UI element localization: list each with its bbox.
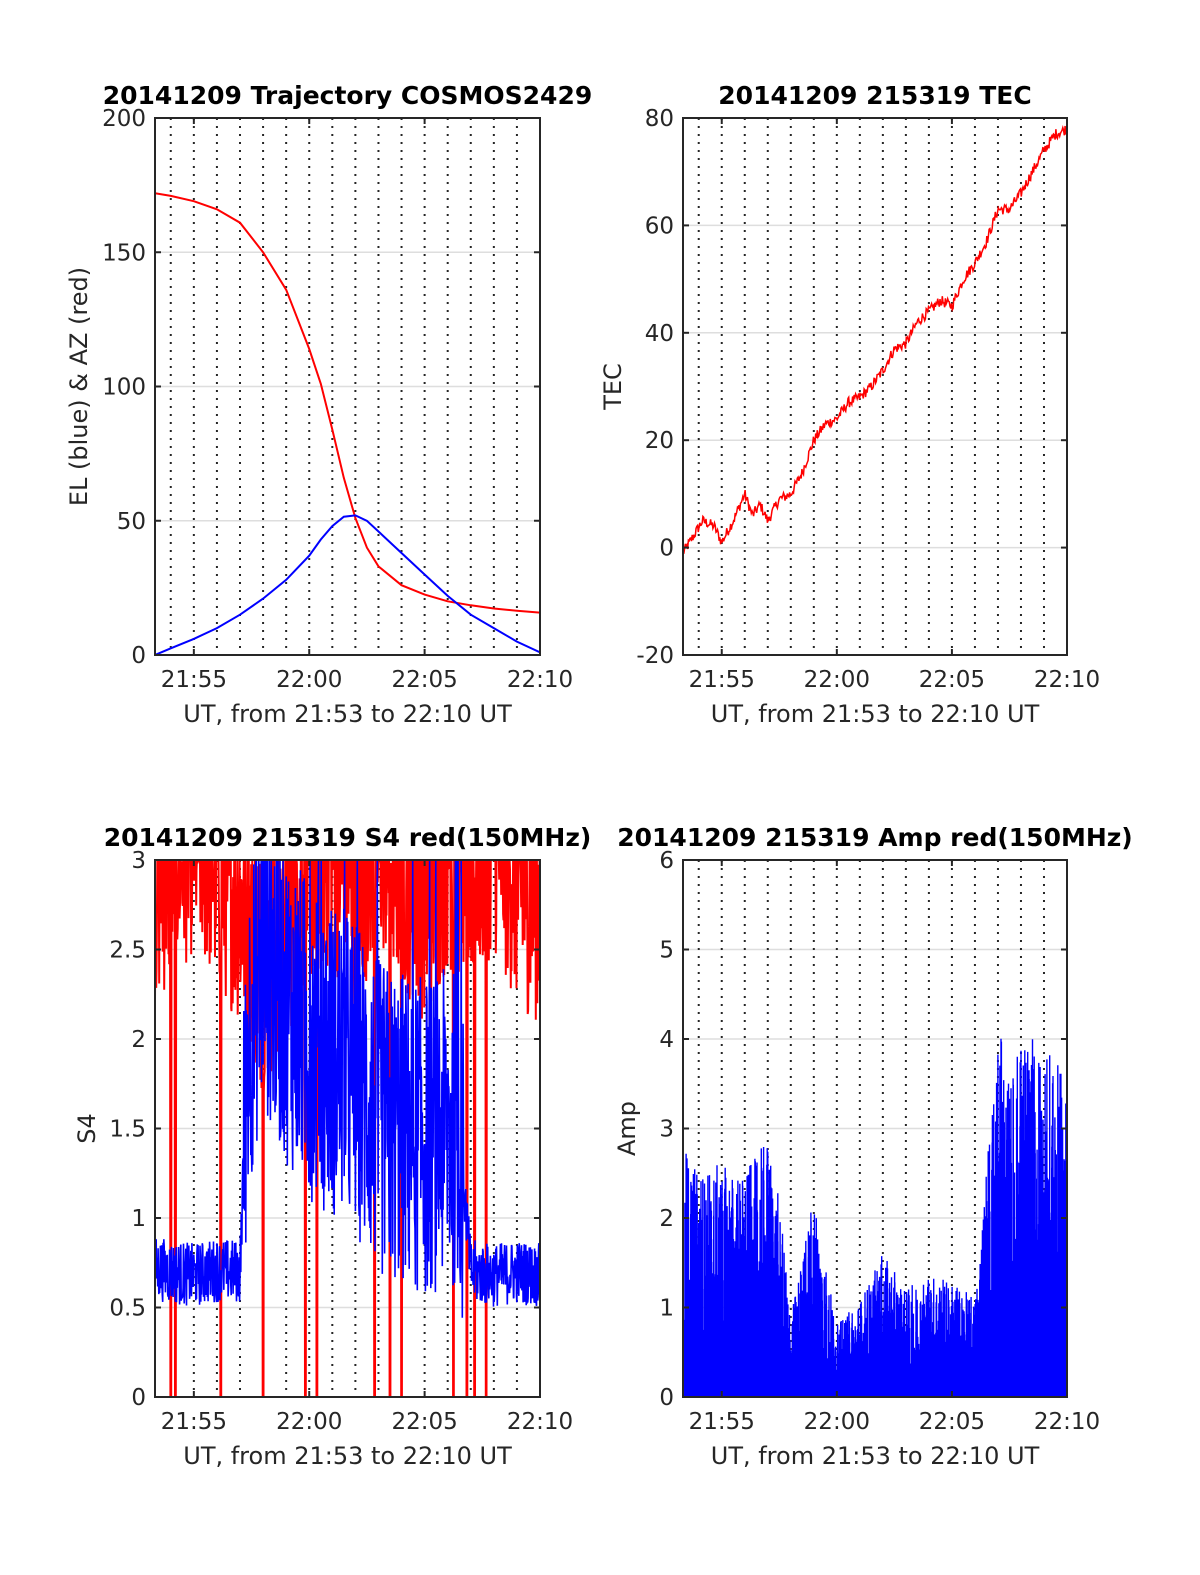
chart-4: 0 1 2 3 4 5 6 21:55 22:00 22:05 22:10 20141209 2153…: [613, 823, 1133, 1470]
y-tick-label: 6: [659, 848, 674, 874]
x-tick-label: 22:05: [919, 667, 985, 693]
blue-series-line: [155, 514, 540, 655]
x-tick-label: 22:00: [276, 667, 342, 693]
y-axis-label: Amp: [613, 1101, 641, 1156]
y-tick-label: 0: [659, 1385, 674, 1411]
y-tick-label: 80: [645, 106, 674, 132]
x-tick-label: 22:10: [1034, 667, 1100, 693]
x-axis-label: UT, from 21:53 to 22:10 UT: [711, 1442, 1040, 1470]
x-tick-label: 22:00: [804, 667, 870, 693]
chart-title: 20141209 Trajectory COSMOS2429: [103, 81, 593, 110]
chart-title: 20141209 215319 S4 red(150MHz): [104, 823, 592, 852]
red-series-line: [155, 192, 540, 614]
y-axis-label: TEC: [599, 363, 627, 411]
x-tick-label: 22:10: [507, 667, 573, 693]
plot-area: [682, 117, 1068, 656]
axes-box: [682, 117, 1068, 656]
y-tick-label: 1: [131, 1206, 146, 1232]
y-tick-label: 0: [131, 643, 146, 669]
x-tick-label: 22:05: [391, 667, 457, 693]
y-tick-label: 2.5: [109, 938, 146, 964]
y-tick-label: 0: [659, 536, 674, 562]
y-tick-label: 60: [645, 213, 674, 239]
y-tick-label: 4: [659, 1027, 674, 1053]
x-tick-label: 21:55: [161, 1409, 227, 1435]
y-tick-label: 0: [131, 1385, 146, 1411]
blue-s4-series: [155, 860, 540, 1318]
x-tick-label: 21:55: [161, 667, 227, 693]
x-tick-label: 21:55: [689, 1409, 755, 1435]
y-tick-label: 1.5: [109, 1117, 146, 1143]
y-tick-label: 200: [102, 106, 146, 132]
tec-series-line: [683, 124, 1067, 555]
y-tick-label: 2: [131, 1027, 146, 1053]
y-tick-label: 0.5: [109, 1296, 146, 1322]
x-tick-label: 22:05: [391, 1409, 457, 1435]
chart-1: 0 50 100 150 200 21:55 22:00 22:05 22:10 20141209…: [65, 81, 592, 728]
y-tick-label: 3: [131, 848, 146, 874]
y-tick-label: 1: [659, 1296, 674, 1322]
y-tick-label: 3: [659, 1117, 674, 1143]
x-tick-label: 21:55: [689, 667, 755, 693]
chart-3: 0 0.5 1 1.5 2 2.5 3 21:55 22:00 22:05 22:10 2014120…: [73, 823, 591, 1470]
y-tick-label: 40: [645, 321, 674, 347]
chart-title: 20141209 215319 Amp red(150MHz): [617, 823, 1133, 852]
chart-title: 20141209 215319 TEC: [718, 81, 1031, 110]
y-tick-label: 100: [102, 375, 146, 401]
y-tick-label: 150: [102, 240, 146, 266]
x-tick-label: 22:10: [1034, 1409, 1100, 1435]
y-axis-label: S4: [73, 1113, 101, 1144]
x-tick-label: 22:10: [507, 1409, 573, 1435]
x-tick-label: 22:00: [276, 1409, 342, 1435]
y-tick-label: 20: [645, 428, 674, 454]
red-s4-series: [155, 860, 540, 1397]
plot-content: [683, 124, 1067, 555]
plot-content: [155, 192, 540, 655]
y-tick-label: 2: [659, 1206, 674, 1232]
x-axis-label: UT, from 21:53 to 22:10 UT: [711, 700, 1040, 728]
y-axis-label: EL (blue) & AZ (red): [65, 267, 93, 506]
x-tick-label: 22:00: [804, 1409, 870, 1435]
x-tick-label: 22:05: [919, 1409, 985, 1435]
y-tick-label: 50: [117, 509, 146, 535]
y-tick-label: 5: [659, 938, 674, 964]
plot-content: [155, 860, 540, 1397]
x-axis-label: UT, from 21:53 to 22:10 UT: [183, 700, 512, 728]
y-tick-label: -20: [636, 643, 674, 669]
x-axis-label: UT, from 21:53 to 22:10 UT: [183, 1442, 512, 1470]
chart-2: -20 0 20 40 60 80 21:55 22:00 22:05 22:10 20141209…: [599, 81, 1100, 728]
